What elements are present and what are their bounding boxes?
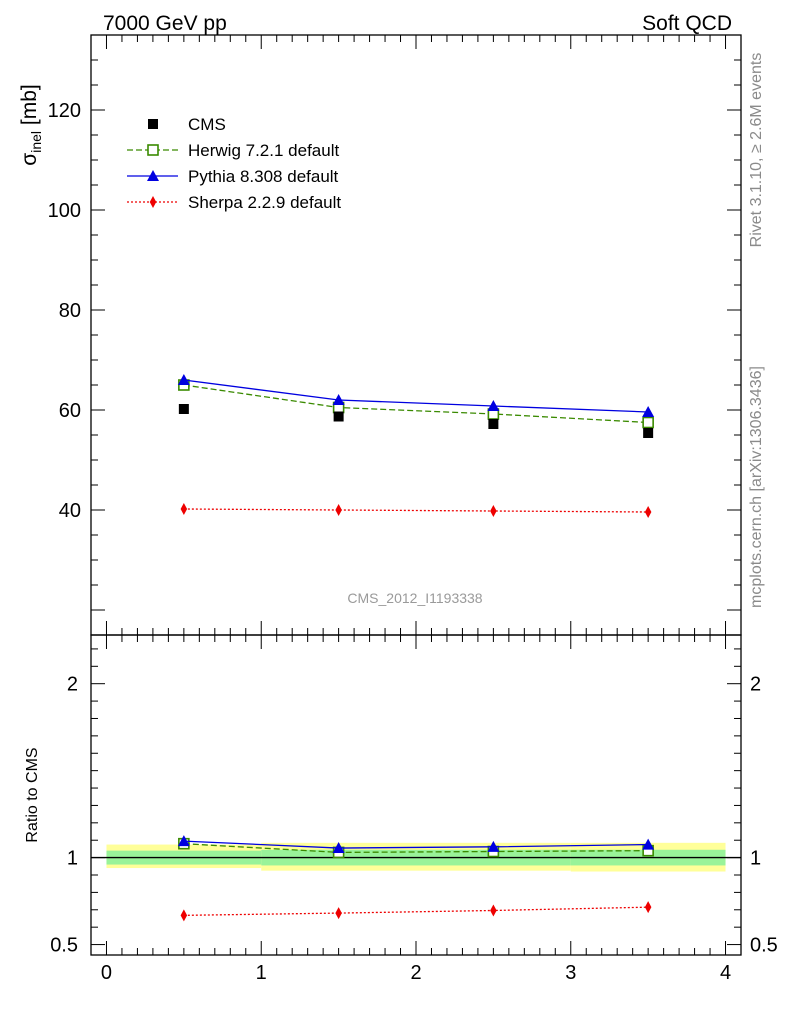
ratio-y-tick-label-right: 1	[750, 848, 761, 870]
ratio-x-tick-label: 2	[410, 962, 421, 984]
ratio-x-axis: 0 1 2 3 4	[101, 635, 731, 984]
data-point	[642, 406, 655, 417]
main-y-axis-label: σinel [mb]	[18, 84, 44, 165]
ratio-y-tick-label-left: 0.5	[50, 935, 78, 957]
analysis-label: CMS_2012_I1193338	[347, 590, 482, 606]
data-point	[643, 428, 654, 438]
ratio-x-tick-label: 4	[720, 962, 731, 984]
ratio-data-series	[177, 835, 655, 922]
data-point	[487, 400, 500, 411]
legend-entry: Herwig 7.2.1 default	[127, 141, 339, 160]
main-y-tick-label: 120	[48, 100, 81, 122]
ratio-x-tick-label: 0	[101, 962, 112, 984]
legend-label: Pythia 8.308 default	[188, 167, 339, 186]
data-point	[180, 503, 188, 515]
main-x-ticks	[105, 35, 727, 635]
legend-label: Sherpa 2.2.9 default	[188, 193, 341, 212]
legend-marker	[147, 144, 159, 156]
main-data-series	[177, 374, 655, 518]
ratio-y-axis: 0.5 0.5 1 1 2 2	[50, 648, 778, 957]
legend-entry: Pythia 8.308 default	[127, 167, 339, 186]
data-point	[642, 416, 654, 429]
legend-marker	[148, 119, 158, 129]
legend-marker	[149, 196, 157, 208]
main-y-axis-label-subscript: inel	[28, 131, 44, 153]
ratio-series-line	[183, 843, 649, 854]
ratio-plot-frame	[90, 634, 742, 956]
data-point	[333, 411, 344, 422]
data-point	[178, 404, 189, 414]
ratio-x-tick-label: 1	[256, 962, 267, 984]
series-pythia	[177, 374, 655, 417]
main-y-tick-label: 60	[59, 400, 81, 422]
header-process-label: Soft QCD	[642, 12, 732, 35]
ratio-data-point	[180, 909, 188, 922]
series-herwig	[178, 379, 654, 429]
ratio-series-line	[183, 840, 649, 849]
ratio-series-sherpa	[180, 901, 652, 922]
ratio-panel: 0.5 0.5 1 1 2 2 0 1 2 3 4 Ratio to CMS	[24, 634, 778, 984]
main-y-tick-label: 40	[59, 500, 81, 522]
ratio-data-point	[487, 840, 500, 852]
ratio-y-tick-label-left: 2	[67, 674, 78, 696]
legend-marker	[147, 170, 159, 181]
rivet-version-label: Rivet 3.1.10, ≥ 2.6M events	[748, 53, 765, 248]
main-y-tick-label: 100	[48, 200, 81, 222]
data-point	[490, 505, 497, 517]
data-point	[488, 419, 499, 429]
ratio-y-tick-label-right: 0.5	[750, 935, 778, 957]
data-point	[335, 504, 342, 516]
legend: CMS Herwig 7.2.1 default Pythia 8.308 defa…	[127, 115, 341, 212]
mcplots-reference-label: mcplots.cern.ch [arXiv:1306.3436]	[748, 366, 765, 608]
series-line	[183, 384, 649, 424]
ratio-y-tick-label-right: 2	[750, 674, 761, 696]
main-panel: 40 60 80 100 120 σinel [mb] CMS_2012_I119333…	[18, 34, 742, 636]
ratio-data-point	[332, 842, 345, 854]
main-y-axis-label-unit: [mb]	[18, 84, 41, 131]
series-line	[183, 379, 649, 413]
ratio-y-axis-label: Ratio to CMS	[24, 747, 41, 842]
legend-entry: Sherpa 2.2.9 default	[127, 193, 341, 212]
header-beam-label: 7000 GeV pp	[103, 12, 227, 35]
ratio-data-point	[490, 904, 497, 917]
series-line	[183, 508, 649, 513]
data-point	[644, 506, 652, 518]
ratio-series-pythia	[177, 835, 655, 854]
series-sherpa	[180, 503, 652, 518]
data-point	[332, 394, 345, 405]
ratio-series-line	[183, 906, 649, 916]
ratio-data-point	[177, 835, 190, 847]
series-cms	[178, 404, 654, 438]
legend-label: Herwig 7.2.1 default	[188, 141, 339, 160]
ratio-data-point	[335, 907, 342, 920]
legend-entry: CMS	[148, 115, 226, 134]
legend-label: CMS	[188, 115, 226, 134]
main-y-axis-label-symbol: σ	[18, 153, 41, 166]
data-point	[177, 374, 190, 385]
ratio-data-point	[644, 901, 652, 914]
main-y-tick-label: 80	[59, 300, 81, 322]
ratio-x-tick-label: 3	[565, 962, 576, 984]
ratio-data-point	[642, 838, 655, 850]
main-y-axis: 40 60 80 100 120	[48, 34, 741, 611]
ratio-y-tick-label-left: 1	[67, 848, 78, 870]
